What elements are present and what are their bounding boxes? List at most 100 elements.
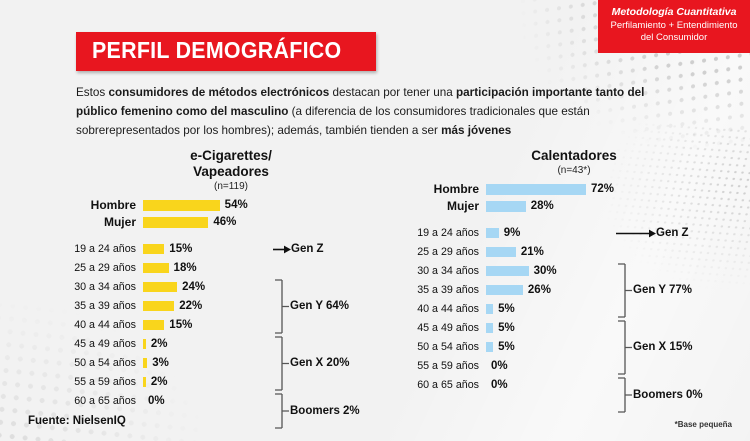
intro-segment-4: (a diferencia de los consumidores tradic… xyxy=(76,104,590,137)
bar-wrapper: 3% xyxy=(143,357,271,369)
age-row: 25 a 29 años 21% xyxy=(383,243,723,262)
row-label: 19 a 24 años xyxy=(417,227,479,240)
chart-title: Calentadores xyxy=(531,148,617,163)
bar-value: 26% xyxy=(527,284,551,297)
bar-wrapper: 2% xyxy=(143,338,271,350)
bar xyxy=(486,183,586,195)
row-label: 45 a 49 años xyxy=(74,338,136,351)
intro-paragraph: Estos consumidores de métodos electrónic… xyxy=(76,84,676,141)
age-rows: 19 a 24 años 9% Gen Z 25 a 29 años 21% 30 a 3… xyxy=(383,224,723,413)
intro-segment-5: más jóvenes xyxy=(441,123,512,137)
age-row: 35 a 39 años 26% xyxy=(383,281,723,300)
bar-wrapper: 2% xyxy=(143,376,271,388)
age-row: 19 a 24 años 15% Gen Z xyxy=(40,240,380,259)
bar xyxy=(143,358,148,369)
chart-base-size: (n=43*) xyxy=(557,164,591,176)
bar-wrapper: 18% xyxy=(143,262,271,274)
bar-value: 15% xyxy=(169,243,193,256)
intro-segment-3: participación importante tanto del públi… xyxy=(76,86,645,118)
bar xyxy=(486,266,529,277)
gender-row: Mujer 46% xyxy=(40,214,380,231)
generation-label: Gen Z xyxy=(656,227,689,240)
bar xyxy=(143,199,220,211)
generation-gen-z: Gen Z xyxy=(616,227,689,239)
bar-value: 28% xyxy=(530,200,554,213)
row-label: Mujer xyxy=(103,215,136,230)
row-label: 40 a 44 años xyxy=(417,303,479,316)
age-row: 25 a 29 años 18% xyxy=(40,259,380,278)
row-label: 50 a 54 años xyxy=(74,357,136,370)
row-label: 40 a 44 años xyxy=(74,319,136,332)
bar-wrapper: 30% xyxy=(486,265,614,277)
bar-value: 0% xyxy=(148,395,165,408)
bar-wrapper: 28% xyxy=(486,200,614,212)
generation-gen-z: Gen Z xyxy=(273,243,324,255)
age-row: 60 a 65 años 0% xyxy=(383,376,723,395)
age-row: 60 a 65 años 0% xyxy=(40,392,380,411)
chart-calentadores: Calentadores (n=43*) Hombre 72% Mujer 28% 19 a… xyxy=(383,148,723,413)
age-rows: 19 a 24 años 15% Gen Z 25 a 29 años 18% 30 a … xyxy=(40,240,380,429)
chart-header: e-Cigarettes/ Vapeadores (n=119) xyxy=(40,148,380,192)
bar-value: 30% xyxy=(533,265,557,278)
age-row: 19 a 24 años 9% Gen Z xyxy=(383,224,723,243)
row-label: 50 a 54 años xyxy=(417,341,479,354)
chart-base-size: (n=119) xyxy=(213,180,248,192)
bar-wrapper: 21% xyxy=(486,246,614,258)
gender-rows: Hombre 54% Mujer 46% xyxy=(40,197,380,231)
bar-value: 5% xyxy=(498,322,515,335)
bar-wrapper: 5% xyxy=(486,341,614,353)
footnote-label: *Base pequeña xyxy=(674,420,732,429)
bar-value: 18% xyxy=(173,262,197,275)
bar-value: 2% xyxy=(150,376,168,389)
bar xyxy=(486,304,494,315)
age-row: 50 a 54 años 3% xyxy=(40,354,380,373)
row-label: 60 a 65 años xyxy=(74,395,136,408)
gender-row: Hombre 72% xyxy=(383,181,723,198)
gender-rows: Hombre 72% Mujer 28% xyxy=(383,181,723,215)
generation-label: Gen Z xyxy=(291,243,324,256)
row-label: 55 a 59 años xyxy=(74,376,136,389)
bar xyxy=(486,247,516,258)
chart-header: Calentadores (n=43*) xyxy=(383,148,723,176)
gender-row: Mujer 28% xyxy=(383,198,723,215)
row-label: 35 a 39 años xyxy=(74,300,136,313)
bar xyxy=(143,301,175,312)
bar-wrapper: 24% xyxy=(143,281,271,293)
bar-wrapper: 5% xyxy=(486,322,614,334)
bar xyxy=(143,263,169,274)
intro-segment-0: Estos xyxy=(76,86,109,99)
row-label: 45 a 49 años xyxy=(417,322,479,335)
age-row: 40 a 44 años 5% xyxy=(383,300,723,319)
arrow-right-icon xyxy=(616,229,656,238)
bar-value: 15% xyxy=(169,319,193,332)
intro-segment-2: destacan por tener una xyxy=(329,86,457,99)
age-row: 55 a 59 años 0% xyxy=(383,357,723,376)
bar-wrapper: 0% xyxy=(486,360,614,372)
bar xyxy=(486,323,494,334)
row-label: 55 a 59 años xyxy=(417,360,479,373)
bar-value: 5% xyxy=(498,303,515,316)
bar-value: 24% xyxy=(182,281,206,294)
row-label: Mujer xyxy=(446,199,479,214)
age-row: 55 a 59 años 2% xyxy=(40,373,380,392)
age-row: 30 a 34 años 30% xyxy=(383,262,723,281)
bar-value: 5% xyxy=(498,341,515,354)
bar-value: 46% xyxy=(213,216,237,229)
page-title: PERFIL DEMOGRÁFICO xyxy=(92,37,342,63)
bar xyxy=(486,200,526,212)
intro-segment-1: consumidores de métodos electrónicos xyxy=(108,86,330,99)
row-label: 25 a 29 años xyxy=(417,246,479,259)
bar-wrapper: 72% xyxy=(486,183,614,195)
age-row: 40 a 44 años 15% xyxy=(40,316,380,335)
row-label: 35 a 39 años xyxy=(417,284,479,297)
row-label: Hombre xyxy=(433,182,479,197)
bar-value: 0% xyxy=(491,360,508,373)
bar-wrapper: 0% xyxy=(486,379,614,391)
bar-wrapper: 26% xyxy=(486,284,614,296)
row-label: 19 a 24 años xyxy=(74,243,136,256)
row-label: 30 a 34 años xyxy=(417,265,479,278)
bar-wrapper: 15% xyxy=(143,243,271,255)
source-label: Fuente: NielsenIQ xyxy=(28,415,126,427)
bar-value: 22% xyxy=(179,300,203,313)
bar xyxy=(486,285,523,296)
